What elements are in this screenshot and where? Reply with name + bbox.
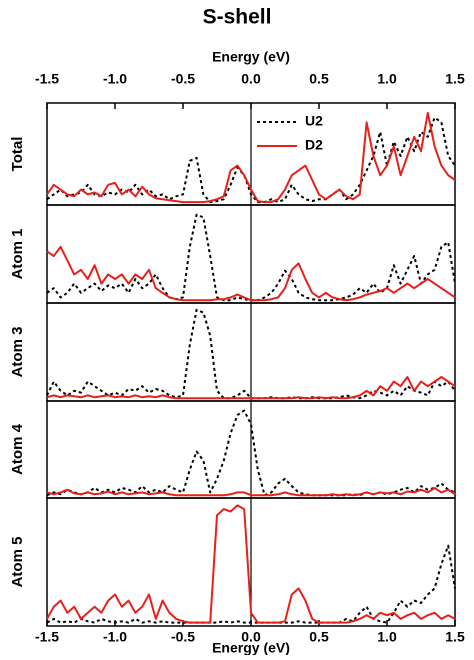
x-tick-label: -0.5 bbox=[171, 629, 195, 645]
x-tick-label: 0.0 bbox=[241, 629, 261, 645]
legend-label: D2 bbox=[305, 137, 323, 153]
y-axis-label: Total bbox=[9, 137, 26, 172]
x-axis-label: Energy (eV) bbox=[212, 49, 290, 65]
y-axis-label: Atom 4 bbox=[9, 423, 26, 474]
data-line bbox=[46, 245, 456, 302]
x-tick-label: -1.5 bbox=[35, 629, 59, 645]
data-line bbox=[46, 111, 456, 204]
legend-label: U2 bbox=[305, 113, 323, 129]
y-axis-label: Atom 1 bbox=[9, 229, 26, 280]
x-tick-label: -1.0 bbox=[103, 629, 127, 645]
data-line bbox=[46, 308, 456, 400]
x-axis-label: Energy (eV) bbox=[212, 640, 290, 655]
x-tick-label: 1.5 bbox=[445, 71, 465, 87]
x-tick-label: 0.5 bbox=[309, 71, 329, 87]
data-line bbox=[46, 544, 456, 624]
x-tick-label: 0.5 bbox=[309, 629, 329, 645]
x-tick-label: 0.0 bbox=[241, 71, 261, 87]
y-axis-label: Atom 3 bbox=[9, 327, 26, 378]
x-tick-label: -0.5 bbox=[171, 71, 195, 87]
data-line bbox=[46, 116, 456, 204]
x-tick-label: 1.0 bbox=[377, 629, 397, 645]
figure-title: S-shell bbox=[203, 6, 272, 29]
y-axis-label: Atom 5 bbox=[9, 537, 26, 588]
x-tick-label: 1.0 bbox=[377, 71, 397, 87]
x-tick-label: 1.5 bbox=[445, 629, 465, 645]
data-line bbox=[46, 486, 456, 497]
x-tick-label: -1.0 bbox=[103, 71, 127, 87]
data-line bbox=[46, 376, 456, 400]
x-tick-label: -1.5 bbox=[35, 71, 59, 87]
data-line bbox=[46, 504, 456, 624]
